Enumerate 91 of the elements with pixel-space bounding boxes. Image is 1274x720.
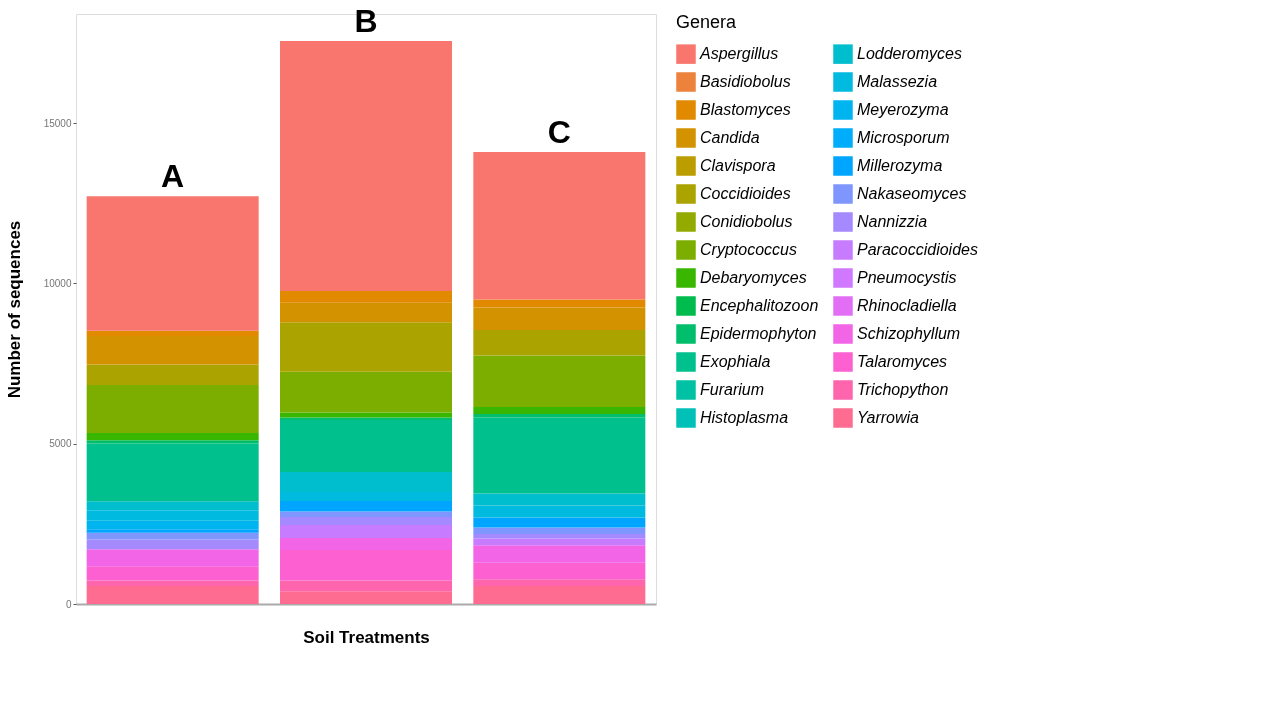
bar xyxy=(86,440,259,444)
legend-label: Cryptococcus xyxy=(700,241,797,258)
bar xyxy=(86,586,259,604)
legend-label: Furarium xyxy=(700,381,765,398)
legend-label: Epidermophyton xyxy=(700,325,817,342)
bar xyxy=(86,196,259,331)
legend-label: Lodderomyces xyxy=(857,45,962,63)
legend-label: Malassezia xyxy=(857,73,938,90)
bar xyxy=(473,493,646,506)
bar xyxy=(473,355,646,408)
bar xyxy=(86,364,259,385)
bar xyxy=(473,417,646,494)
bar xyxy=(86,529,259,533)
bar xyxy=(473,579,646,587)
legend-label: Candida xyxy=(700,129,760,146)
bar xyxy=(473,307,646,330)
legend-label: Paracoccidioides xyxy=(857,241,978,258)
bar xyxy=(280,471,452,492)
bar xyxy=(86,335,259,365)
legend-label: Coccidioides xyxy=(700,185,791,202)
bar xyxy=(86,549,259,567)
legend-label: Clavispora xyxy=(700,157,776,174)
bar xyxy=(473,414,646,418)
legend-label: Meyerozyma xyxy=(857,101,949,118)
legend-label: Pneumocystis xyxy=(857,269,957,286)
legend-label: Yarrowia xyxy=(857,409,920,426)
legend-label: Nannizzia xyxy=(857,213,928,230)
bar xyxy=(280,591,452,604)
y-tick-label: 15000 xyxy=(43,117,72,129)
bar xyxy=(473,562,646,580)
legend-label: Encephalitozoon xyxy=(700,297,819,314)
legend-label: Nakaseomyces xyxy=(857,185,967,202)
bar xyxy=(473,330,646,356)
bar xyxy=(280,291,452,303)
legend-label: Debaryomyces xyxy=(700,269,807,286)
y-tick-label: 5000 xyxy=(49,438,72,450)
legend-label: Blastomyces xyxy=(700,101,791,118)
y-axis-title: Number of sequences xyxy=(4,220,24,399)
bar xyxy=(86,532,259,540)
bar xyxy=(280,40,452,292)
legend-label: Aspergillus xyxy=(699,45,779,63)
bar xyxy=(280,491,452,501)
bar xyxy=(86,539,259,550)
x-tick-label: C xyxy=(547,113,571,150)
bar xyxy=(473,299,646,308)
bar xyxy=(280,549,452,581)
bar xyxy=(86,330,259,336)
bar xyxy=(473,586,646,604)
legend-label: Schizophyllum xyxy=(857,325,961,342)
bar xyxy=(280,500,452,512)
legend-label: Basidiobolus xyxy=(700,73,791,90)
bar xyxy=(280,371,452,413)
x-axis-title: Soil Treatments xyxy=(303,627,430,647)
bar xyxy=(280,302,452,323)
legend-label: Millerozyma xyxy=(857,157,943,174)
legend-label: Histoplasma xyxy=(700,409,789,426)
bar xyxy=(473,151,646,300)
bar xyxy=(280,412,452,418)
legend-title: Genera xyxy=(676,12,738,32)
legend-label: Trichopython xyxy=(857,381,949,398)
legend-label: Exophiala xyxy=(700,353,771,370)
legend-label: Microsporum xyxy=(857,129,950,146)
bar xyxy=(473,534,646,539)
bar xyxy=(86,566,259,581)
bar xyxy=(280,580,452,592)
bar xyxy=(473,527,646,535)
bar xyxy=(473,407,646,415)
bar xyxy=(473,517,646,528)
bar xyxy=(86,443,259,502)
legend-label: Rhinocladiella xyxy=(857,297,957,314)
bar xyxy=(86,384,259,434)
bar xyxy=(280,511,452,517)
legend-label: Talaromyces xyxy=(857,353,948,370)
y-tick-label: 0 xyxy=(65,598,72,610)
bar xyxy=(473,538,646,546)
bar xyxy=(86,433,259,441)
bar xyxy=(86,510,259,521)
legend-label: Conidiobolus xyxy=(700,213,793,230)
bar xyxy=(280,516,452,526)
bar xyxy=(280,419,452,472)
bar xyxy=(280,537,452,550)
x-tick-label: A xyxy=(161,158,185,195)
bar xyxy=(86,501,259,511)
bar xyxy=(86,580,259,587)
bar xyxy=(473,505,646,518)
bar xyxy=(280,322,452,372)
y-tick-label: 10000 xyxy=(43,277,72,289)
x-tick-label: B xyxy=(354,2,378,39)
bar xyxy=(473,545,646,563)
bar xyxy=(280,525,452,538)
bar xyxy=(86,520,259,530)
